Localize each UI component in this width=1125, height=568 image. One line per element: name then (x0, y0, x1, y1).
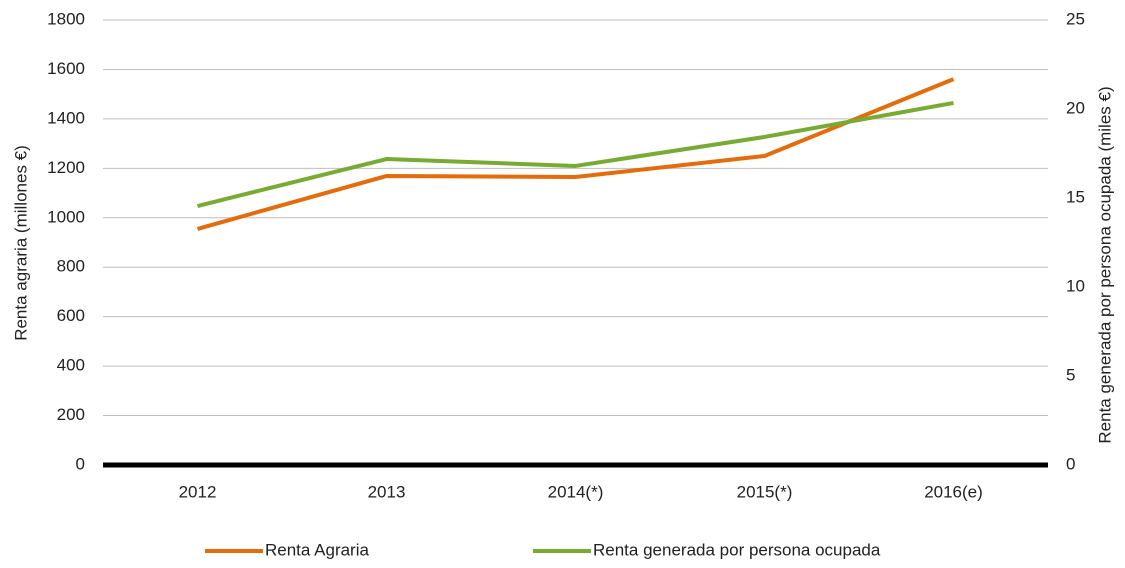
y-tick-label: 1000 (47, 207, 85, 226)
x-tick-label: 2014(*) (548, 482, 604, 501)
y2-tick-label: 25 (1066, 9, 1085, 28)
y-tick-label: 200 (57, 405, 85, 424)
x-tick-label: 2013 (368, 482, 406, 501)
y2-tick-label: 5 (1066, 365, 1075, 384)
x-tick-label: 2015(*) (737, 482, 793, 501)
y-axis-title: Renta agraria (millones €) (11, 145, 30, 341)
y-tick-label: 1800 (47, 9, 85, 28)
y-tick-label: 1600 (47, 59, 85, 78)
y-tick-label: 0 (76, 454, 85, 473)
y-tick-label: 600 (57, 306, 85, 325)
y2-tick-label: 0 (1066, 454, 1075, 473)
y-tick-label: 1200 (47, 158, 85, 177)
line-series (197, 100, 954, 208)
y-tick-label: 1400 (47, 108, 85, 127)
y2-tick-label: 15 (1066, 187, 1085, 206)
y-tick-label: 400 (57, 356, 85, 375)
legend-label: Renta generada por persona ocupada (593, 540, 881, 559)
y2-axis-title: Renta generada por persona ocupada (mile… (1095, 86, 1114, 443)
legend-label: Renta Agraria (265, 540, 369, 559)
x-tick-label: 2016(e) (924, 482, 983, 501)
line-series (196, 77, 955, 231)
y2-tick-label: 10 (1066, 276, 1085, 295)
x-tick-label: 2012 (179, 482, 217, 501)
y2-tick-label: 20 (1066, 98, 1085, 117)
y-tick-label: 800 (57, 257, 85, 276)
